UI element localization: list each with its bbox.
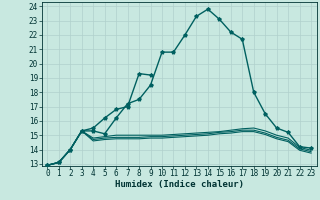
X-axis label: Humidex (Indice chaleur): Humidex (Indice chaleur) xyxy=(115,180,244,189)
